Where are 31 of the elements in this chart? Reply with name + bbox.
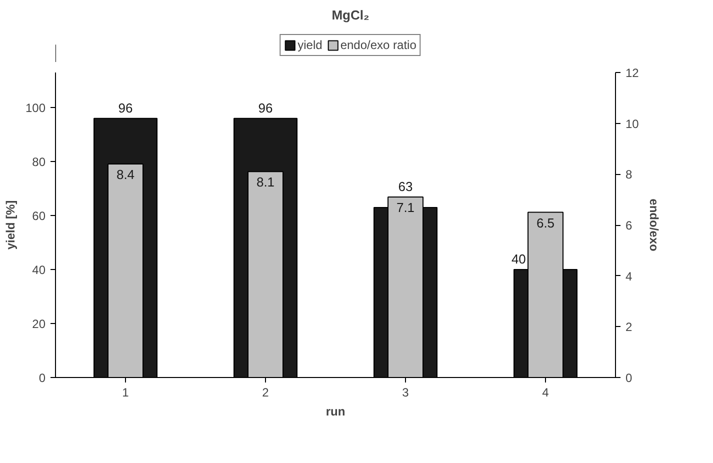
- data-label: 7.1: [396, 200, 415, 216]
- x-tick-label: 2: [262, 386, 270, 400]
- data-label: 6.5: [536, 215, 555, 230]
- y2-tick-label: 10: [626, 116, 640, 131]
- y2-tick-label: 12: [626, 66, 640, 80]
- data-label: 96: [258, 100, 273, 116]
- y2-tick-label: 0: [626, 371, 632, 385]
- y2-tick-label: 6: [626, 218, 632, 232]
- x-axis-title: run: [326, 404, 346, 418]
- legend-label: endo/exo ratio: [340, 38, 416, 52]
- data-label: 8.4: [116, 167, 135, 182]
- y-tick-label: 40: [32, 263, 46, 278]
- y2-axis-title: endo/exo: [646, 198, 661, 252]
- y-axis-title: yield [%]: [3, 200, 18, 250]
- x-tick-label: 1: [122, 386, 130, 400]
- y2-tick-label: 8: [626, 168, 632, 182]
- y-tick-label: 20: [32, 317, 46, 332]
- chart-title: MgCl₂: [332, 8, 370, 22]
- y-tick-label: 0: [38, 371, 46, 385]
- x-tick-label: 3: [402, 386, 410, 400]
- y2-tick-label: 4: [626, 269, 632, 284]
- y-tick-label: 60: [32, 209, 46, 224]
- data-label: 63: [398, 179, 413, 194]
- data-label: 40: [511, 252, 526, 267]
- y-tick-label: 100: [25, 101, 46, 116]
- data-label: 96: [118, 100, 133, 116]
- y2-tick-label: 2: [626, 320, 632, 334]
- data-label: 8.1: [256, 174, 275, 190]
- legend-label: yield: [298, 38, 322, 52]
- y-tick-label: 80: [32, 155, 46, 170]
- x-tick-label: 4: [542, 386, 550, 400]
